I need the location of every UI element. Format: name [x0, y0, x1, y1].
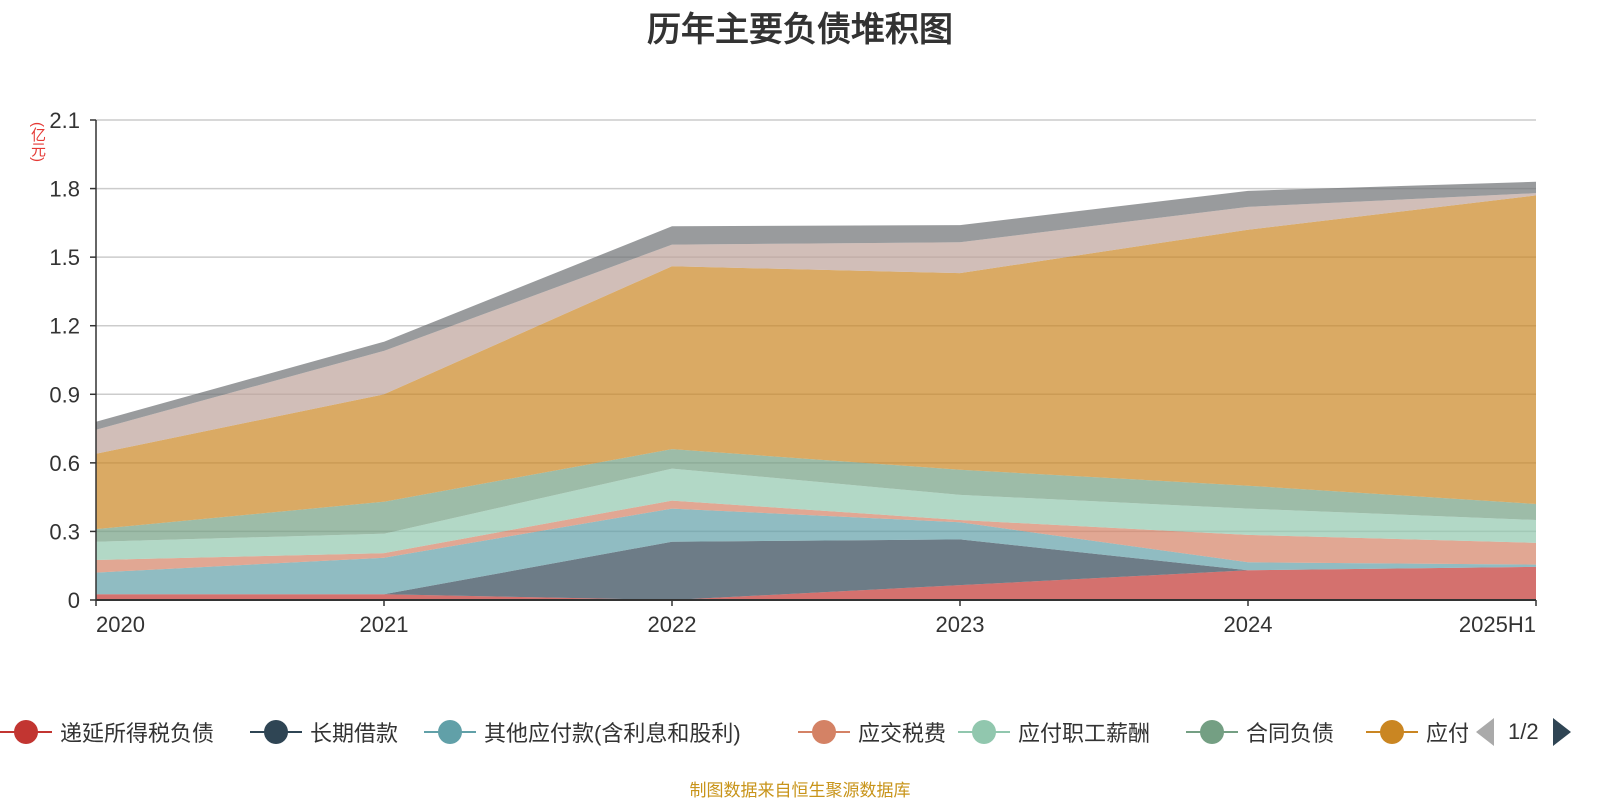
- legend-page-indicator: 1/2: [1508, 719, 1539, 744]
- y-tick-label: 1.5: [49, 245, 80, 270]
- legend-marker-icon: [424, 712, 476, 752]
- legend-label: 其他应付款(含利息和股利): [484, 721, 741, 746]
- y-tick-label: 0.9: [49, 382, 80, 407]
- area-series-5: [96, 449, 1536, 542]
- y-tick-label: 1.8: [49, 177, 80, 202]
- legend-label: 递延所得税负债: [60, 721, 215, 746]
- legend-item[interactable]: 应付账款: [1366, 712, 1468, 752]
- axes: [90, 119, 1537, 606]
- legend-label: 应付账款: [1426, 721, 1468, 746]
- legend-item[interactable]: 长期借款: [250, 712, 398, 752]
- area-series-1: [96, 539, 1536, 600]
- legend-marker-icon: [958, 712, 1010, 752]
- area-series-4: [96, 468, 1536, 560]
- stacked-area-chart: 00.30.60.91.21.51.82.1 2020 2021 2022 2023 2…: [49, 108, 1537, 637]
- legend-marker-icon: [1186, 712, 1238, 752]
- x-tick-label: 2024: [1224, 612, 1273, 637]
- legend-next-page-icon[interactable]: [1552, 718, 1571, 746]
- legend-marker-icon: [798, 712, 850, 752]
- legend-item[interactable]: 其他应付款(含利息和股利): [424, 712, 741, 752]
- area-series-7: [96, 193, 1536, 454]
- y-tick-label: 0: [68, 588, 80, 613]
- legend-item[interactable]: 合同负债: [1186, 712, 1334, 752]
- legend-pager: 1/2: [1476, 712, 1571, 752]
- y-tick-label: 2.1: [49, 108, 80, 133]
- legend-label: 应付职工薪酬: [1018, 721, 1151, 746]
- legend-marker-icon: [0, 712, 52, 752]
- y-tick-label: 0.6: [49, 451, 80, 476]
- x-tick-label: 2023: [936, 612, 985, 637]
- area-series-8: [96, 181, 1536, 430]
- x-tick-label: 2022: [648, 612, 697, 637]
- x-tick-labels: 2020 2021 2022 2023 2024 2025H1: [96, 612, 1536, 637]
- area-series-6: [96, 195, 1536, 530]
- legend-prev-page-icon[interactable]: [1476, 718, 1494, 746]
- legend-label: 合同负债: [1246, 721, 1335, 746]
- legend-marker-icon: [1366, 712, 1418, 752]
- legend-label: 应交税费: [858, 721, 947, 746]
- area-series-2: [96, 508, 1536, 595]
- area-series-0: [96, 566, 1536, 600]
- y-tick-label: 0.3: [49, 519, 80, 544]
- legend-marker-icon: [250, 712, 302, 752]
- legend-item[interactable]: 递延所得税负债: [0, 712, 214, 752]
- x-tick-label: 2025H1: [1459, 612, 1536, 637]
- x-tick-label: 2020: [96, 612, 145, 637]
- source-note: 制图数据来自恒生聚源数据库: [689, 781, 911, 800]
- legend-item[interactable]: 应交税费: [798, 712, 946, 752]
- chart-title: 历年主要负债堆积图: [647, 11, 953, 49]
- x-tick-label: 2021: [360, 612, 409, 637]
- legend-label: 长期借款: [310, 721, 399, 746]
- legend-items: 递延所得税负债 长期借款 其他应付款(含利息和股利) 应交税费 应付职工薪酬 合同负债 应付…: [0, 712, 1468, 752]
- area-series: [96, 181, 1536, 600]
- y-axis-unit: (亿元): [29, 122, 46, 162]
- legend-item[interactable]: 应付职工薪酬: [958, 712, 1150, 752]
- area-series-3: [96, 500, 1536, 573]
- y-tick-label: 1.2: [49, 314, 80, 339]
- y-tick-labels: 0 0.3 0.6 0.9 1.2 1.5 1.8 2.1: [49, 108, 80, 613]
- legend: 递延所得税负债 长期借款 其他应付款(含利息和股利) 应交税费 应付职工薪酬 合同负债 应付…: [0, 712, 1600, 752]
